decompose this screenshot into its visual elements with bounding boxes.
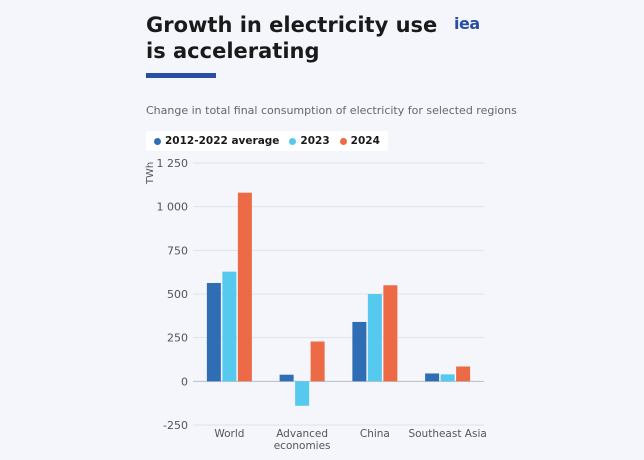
y-tick-label-0: -250	[163, 419, 188, 432]
chart-title-line-2: is accelerating	[146, 39, 320, 63]
bar-2-1	[367, 294, 382, 382]
y-tick-label-4: 750	[167, 244, 188, 257]
bar-2-2	[383, 285, 398, 382]
title-accent-bar	[146, 73, 216, 78]
chart-subtitle: Change in total final consumption of ele…	[146, 104, 517, 117]
bar-0-1	[222, 271, 237, 382]
bar-0-2	[237, 192, 252, 382]
chart-title-line-1: Growth in electricity use	[146, 13, 438, 37]
chart-title: Growth in electricity use is acceleratin…	[146, 12, 446, 64]
bar-2-0	[352, 321, 367, 382]
legend-item-2024: 2024	[339, 135, 380, 147]
legend-swatch-2012-2022	[154, 137, 161, 145]
legend-item-2012-2022: 2012-2022 average	[154, 135, 279, 147]
y-tick-label-5: 1 000	[157, 201, 189, 214]
legend-swatch-2023	[289, 137, 297, 145]
x-category-label-1-1: economies	[274, 440, 331, 452]
legend-label-2023: 2023	[300, 135, 330, 147]
chart-legend: 2012-2022 average 2023 2024	[146, 131, 388, 151]
y-tick-label-6: 1 250	[157, 157, 189, 170]
bar-0-0	[206, 282, 221, 382]
x-category-label-0-0: World	[214, 428, 244, 440]
bar-3-0	[425, 373, 440, 382]
bar-1-1	[295, 381, 310, 406]
iea-logo: iea	[454, 14, 480, 33]
bar-1-0	[279, 374, 294, 382]
legend-item-2023: 2023	[289, 135, 330, 147]
legend-swatch-2024	[339, 137, 347, 145]
legend-label-2024: 2024	[350, 135, 380, 147]
y-tick-label-2: 250	[167, 332, 188, 345]
y-axis-unit-label: TWh	[145, 162, 156, 185]
legend-label-2012-2022: 2012-2022 average	[165, 135, 280, 147]
bar-1-2	[310, 341, 325, 382]
x-category-label-3-0: Southeast Asia	[408, 428, 486, 440]
bar-3-2	[456, 366, 471, 382]
x-category-label-1-0: Advanced	[276, 428, 328, 440]
x-category-label-2-0: China	[360, 428, 390, 440]
bar-3-1	[440, 374, 455, 382]
y-tick-label-1: 0	[181, 375, 188, 388]
y-tick-label-3: 500	[167, 288, 188, 301]
